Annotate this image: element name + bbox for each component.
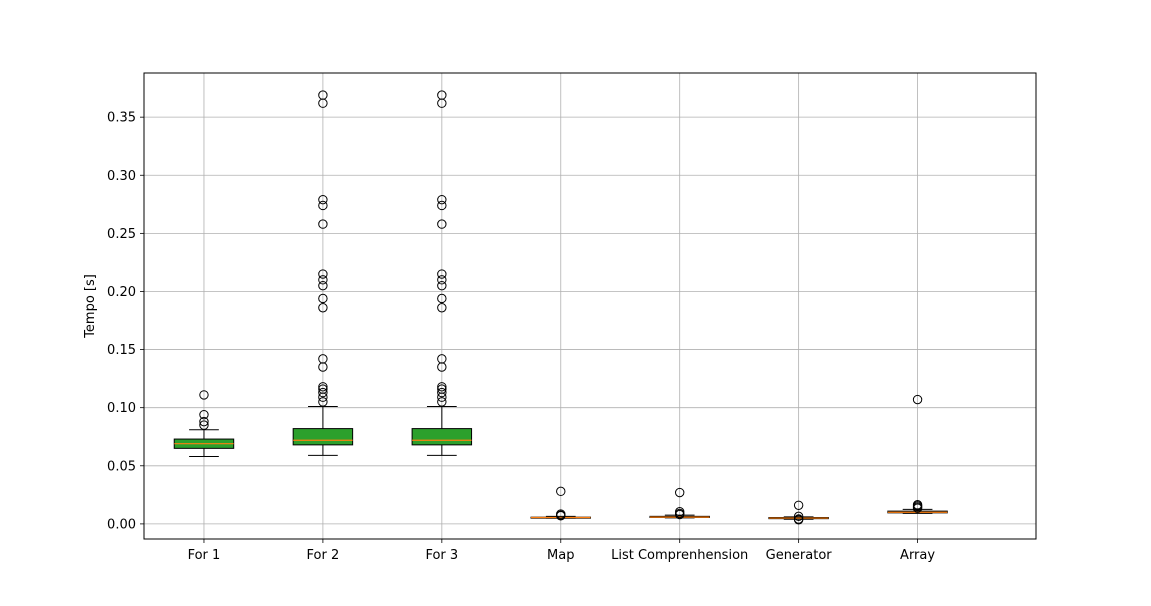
outlier-point bbox=[437, 354, 447, 364]
outlier-point bbox=[437, 382, 447, 392]
outlier-point bbox=[437, 293, 447, 304]
outlier-point bbox=[437, 387, 447, 398]
grid bbox=[144, 73, 1036, 539]
box-body bbox=[292, 428, 354, 446]
outlier-point bbox=[318, 303, 328, 313]
outlier-point bbox=[318, 397, 328, 407]
x-tick-label: Generator bbox=[766, 548, 833, 563]
outlier-point bbox=[318, 354, 328, 364]
y-tick-label: 0.10 bbox=[107, 401, 136, 416]
outlier-point bbox=[199, 409, 209, 420]
outlier-point bbox=[556, 486, 566, 497]
outlier-point bbox=[437, 280, 447, 291]
outlier-point bbox=[318, 90, 328, 100]
outlier-point bbox=[199, 390, 209, 400]
y-axis-label: Tempo [s] bbox=[83, 274, 98, 339]
y-tick-label: 0.00 bbox=[107, 517, 136, 532]
x-tick-label: Map bbox=[547, 548, 574, 563]
outlier-point bbox=[437, 275, 447, 285]
y-tick-label: 0.05 bbox=[107, 459, 136, 474]
outlier-point bbox=[199, 420, 209, 430]
outlier-point bbox=[793, 514, 804, 524]
y-tick-label: 0.35 bbox=[107, 111, 136, 126]
ticks: 0.00 0.05 0.10 0.15 0.20 0.25 0.30 0.35 For 1 For… bbox=[107, 111, 935, 563]
outlier-point bbox=[675, 506, 685, 517]
outlier-point bbox=[437, 200, 447, 211]
outlier-point bbox=[437, 219, 447, 229]
x-tick-label: For 3 bbox=[425, 548, 458, 563]
x-tick-label: For 1 bbox=[188, 548, 221, 563]
outlier-point bbox=[437, 269, 447, 279]
x-tick-label: Array bbox=[900, 548, 935, 563]
outlier-point bbox=[318, 382, 328, 392]
outlier-point bbox=[912, 500, 923, 510]
outlier-point bbox=[318, 293, 328, 304]
y-tick-label: 0.20 bbox=[107, 285, 136, 300]
outlier-point bbox=[675, 487, 685, 498]
outlier-point bbox=[437, 384, 447, 394]
outlier-point bbox=[318, 275, 328, 285]
outlier-point bbox=[437, 194, 447, 205]
outlier-point bbox=[318, 194, 328, 205]
y-tick-label: 0.30 bbox=[107, 169, 136, 184]
outlier-point bbox=[793, 511, 804, 522]
x-tick-label: For 2 bbox=[307, 548, 340, 563]
outlier-point bbox=[318, 384, 328, 394]
outlier-point bbox=[199, 416, 209, 427]
boxes bbox=[173, 90, 948, 525]
outlier-point bbox=[556, 509, 566, 519]
plot-frame bbox=[143, 72, 1037, 540]
outlier-point bbox=[437, 90, 447, 100]
y-tick-label: 0.15 bbox=[107, 343, 136, 358]
outlier-point bbox=[318, 269, 328, 279]
outlier-point bbox=[912, 394, 923, 405]
outlier-point bbox=[318, 387, 328, 398]
outlier-point bbox=[318, 200, 328, 211]
x-tick-label: List Comprenhension bbox=[611, 548, 748, 563]
outlier-point bbox=[793, 500, 804, 510]
outlier-point bbox=[318, 280, 328, 291]
outlier-point bbox=[437, 303, 447, 313]
outlier-point bbox=[437, 397, 447, 407]
box-body bbox=[411, 428, 473, 446]
outlier-point bbox=[318, 219, 328, 229]
y-tick-label: 0.25 bbox=[107, 227, 136, 242]
